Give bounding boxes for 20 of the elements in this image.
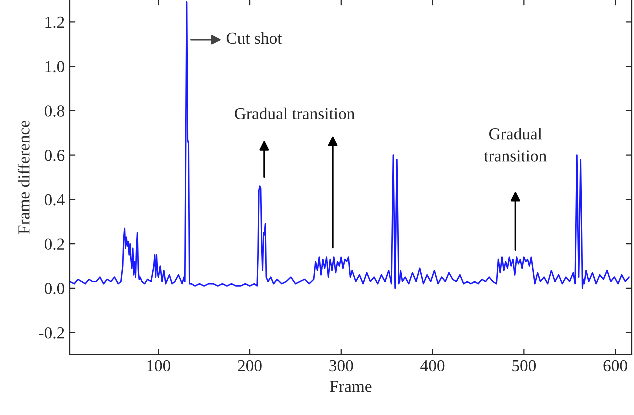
x-tick-label: 600 <box>604 360 628 372</box>
y-tick-label: 0.6 <box>44 150 65 162</box>
x-tick-label: 400 <box>420 360 445 372</box>
annotation: Cut shot <box>226 32 282 44</box>
y-tick-label: 1.2 <box>46 16 64 28</box>
x-tick-label: 300 <box>330 360 354 372</box>
x-tick-label: 500 <box>512 360 536 372</box>
y-tick-label: 0.8 <box>44 106 65 117</box>
y-tick-label: -0.2 <box>39 328 64 339</box>
x-tick-label: 200 <box>238 360 262 372</box>
annotation: Gradual transition <box>484 128 547 162</box>
x-tick-label: 100 <box>148 360 171 372</box>
x-axis-title: Frame <box>330 381 372 392</box>
y-axis-title: Frame difference <box>18 121 30 234</box>
annotation: Gradual transition <box>235 108 355 120</box>
y-tick-label: 1.0 <box>46 61 65 73</box>
y-tick-label: 0.0 <box>44 283 65 294</box>
y-tick-label: 0.4 <box>44 194 65 206</box>
y-tick-label: 0.2 <box>44 238 64 250</box>
line-series <box>70 2 630 290</box>
